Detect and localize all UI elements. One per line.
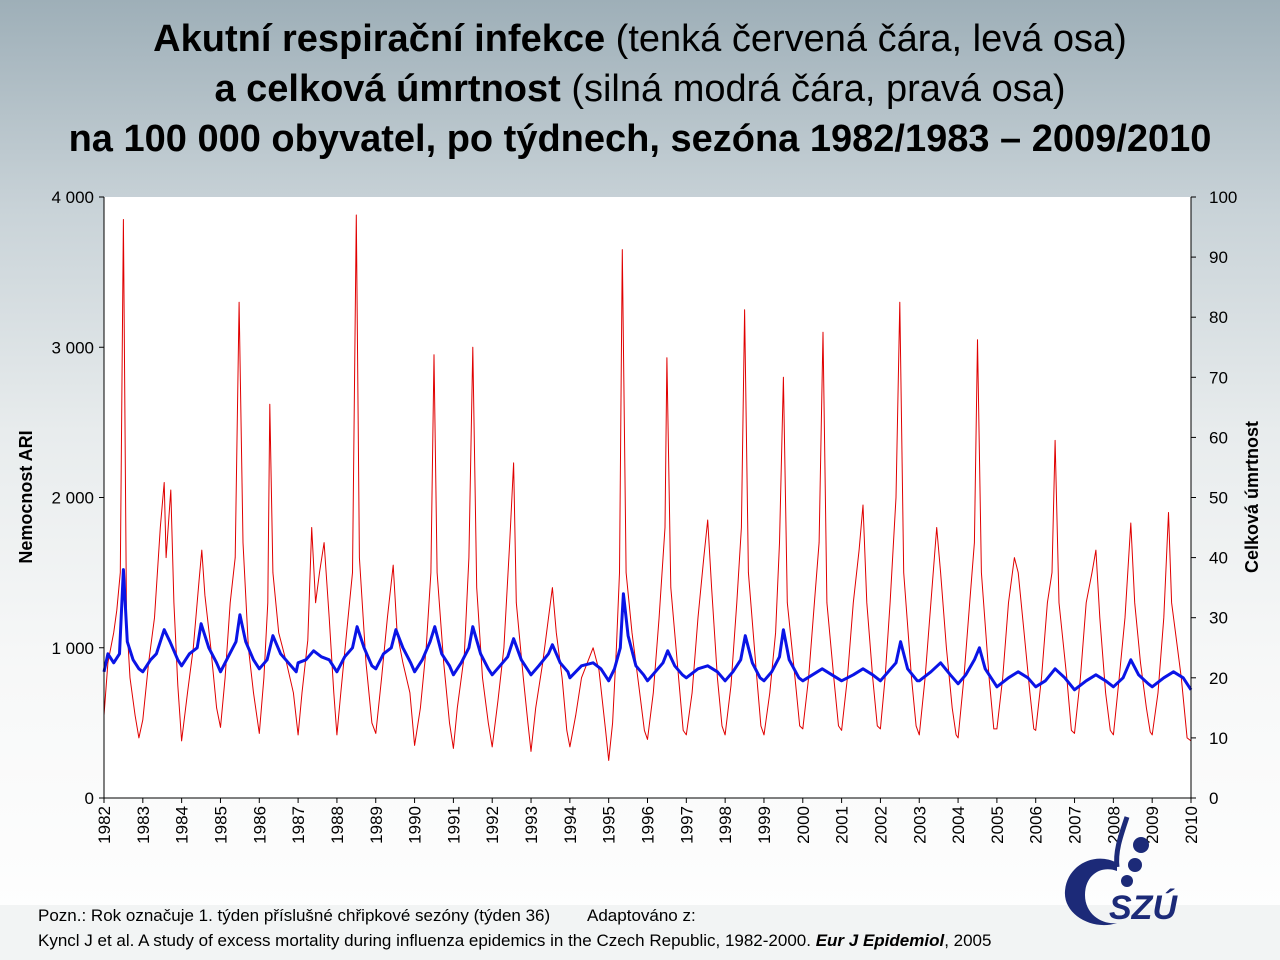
- x-tick-label: 2003: [910, 806, 929, 844]
- x-tick-label: 1999: [755, 806, 774, 844]
- right-tick-label: 90: [1209, 248, 1228, 267]
- left-tick-label: 4 000: [51, 188, 94, 207]
- x-tick-label: 1995: [600, 806, 619, 844]
- title-line1-bold: Akutní respirační infekce: [153, 18, 606, 60]
- x-tick-label: 1985: [212, 806, 231, 844]
- szu-logo: SZÚ: [1064, 816, 1178, 927]
- x-tick-label: 2010: [1182, 806, 1201, 844]
- title-line3-bold: na 100 000 obyvatel, po týdnech, sezóna …: [68, 118, 1212, 160]
- x-tick-label: 2004: [949, 806, 968, 844]
- x-tick-label: 1993: [522, 806, 541, 844]
- right-axis-label: Celková úmrtnost: [1242, 421, 1262, 573]
- citation-journal: Eur J Epidemiol: [815, 931, 945, 950]
- citation-year: , 2005: [944, 931, 992, 950]
- x-tick-label: 1994: [561, 806, 580, 844]
- title-line1-rest: (tenká červená čára, levá osa): [605, 18, 1127, 60]
- citation: Kyncl J et al. A study of excess mortali…: [38, 931, 991, 951]
- right-tick-label: 0: [1209, 789, 1218, 808]
- right-tick-label: 20: [1209, 669, 1228, 688]
- x-tick-label: 1991: [444, 806, 463, 844]
- logo-stem: [1114, 816, 1130, 868]
- right-tick-label: 70: [1209, 368, 1228, 387]
- right-tick-label: 80: [1209, 308, 1228, 327]
- x-tick-label: 2007: [1066, 806, 1085, 844]
- axes-layer: 0 1 000 2 000 3 000 4 000 0 10 20 30 40 50 60 70 80 90…: [51, 188, 1237, 844]
- x-tick-label: 1982: [95, 806, 114, 844]
- right-tick-label: 30: [1209, 609, 1228, 628]
- x-tick-label: 2006: [1027, 806, 1046, 844]
- x-tick-label: 1998: [716, 806, 735, 844]
- x-tick-label: 1988: [328, 806, 347, 844]
- left-tick-label: 3 000: [51, 338, 94, 357]
- x-tick-label: 2001: [833, 806, 852, 844]
- x-tick-label: 1984: [173, 806, 192, 844]
- title-line2-rest: (silná modrá čára, pravá osa): [560, 68, 1066, 110]
- footer-band: [0, 905, 1280, 960]
- plot-area: [104, 197, 1191, 798]
- left-axis-label: Nemocnost ARI: [16, 430, 36, 563]
- citation-text: Kyncl J et al. A study of excess mortali…: [38, 931, 816, 950]
- footnote: Pozn.: Rok označuje 1. týden příslušné c…: [38, 906, 696, 925]
- logo-dot-large: [1133, 837, 1149, 853]
- right-tick-label: 50: [1209, 489, 1228, 508]
- left-tick-label: 0: [85, 789, 94, 808]
- x-tick-label: 1989: [367, 806, 386, 844]
- x-tick-label: 2009: [1143, 806, 1162, 844]
- ari-series-line: [103, 214, 1192, 761]
- logo-dot-small: [1121, 875, 1133, 887]
- x-tick-label: 1986: [250, 806, 269, 844]
- logo-c-shape: [1064, 858, 1117, 926]
- x-tick-label: 1997: [677, 806, 696, 844]
- series-layer: [102, 214, 1193, 761]
- chart-title: Akutní respirační infekce (tenká červená…: [0, 14, 1280, 164]
- x-tick-label: 1990: [406, 806, 425, 844]
- title-line2-bold: a celková úmrtnost: [214, 68, 561, 110]
- mortality-series-line: [102, 568, 1193, 692]
- x-tick-label: 2008: [1104, 806, 1123, 844]
- right-tick-label: 100: [1209, 188, 1237, 207]
- logo-text: SZÚ: [1109, 889, 1178, 927]
- x-tick-label: 2000: [794, 806, 813, 844]
- right-tick-label: 40: [1209, 549, 1228, 568]
- x-tick-label: 1983: [134, 806, 153, 844]
- x-tick-label: 1992: [483, 806, 502, 844]
- x-tick-label: 2005: [988, 806, 1007, 844]
- x-tick-label: 2002: [871, 806, 890, 844]
- right-tick-label: 10: [1209, 729, 1228, 748]
- left-tick-label: 1 000: [51, 639, 94, 658]
- x-tick-label: 1996: [639, 806, 658, 844]
- right-tick-label: 60: [1209, 428, 1228, 447]
- x-tick-label: 1987: [289, 806, 308, 844]
- logo-dot-medium: [1128, 858, 1142, 872]
- left-tick-label: 2 000: [51, 489, 94, 508]
